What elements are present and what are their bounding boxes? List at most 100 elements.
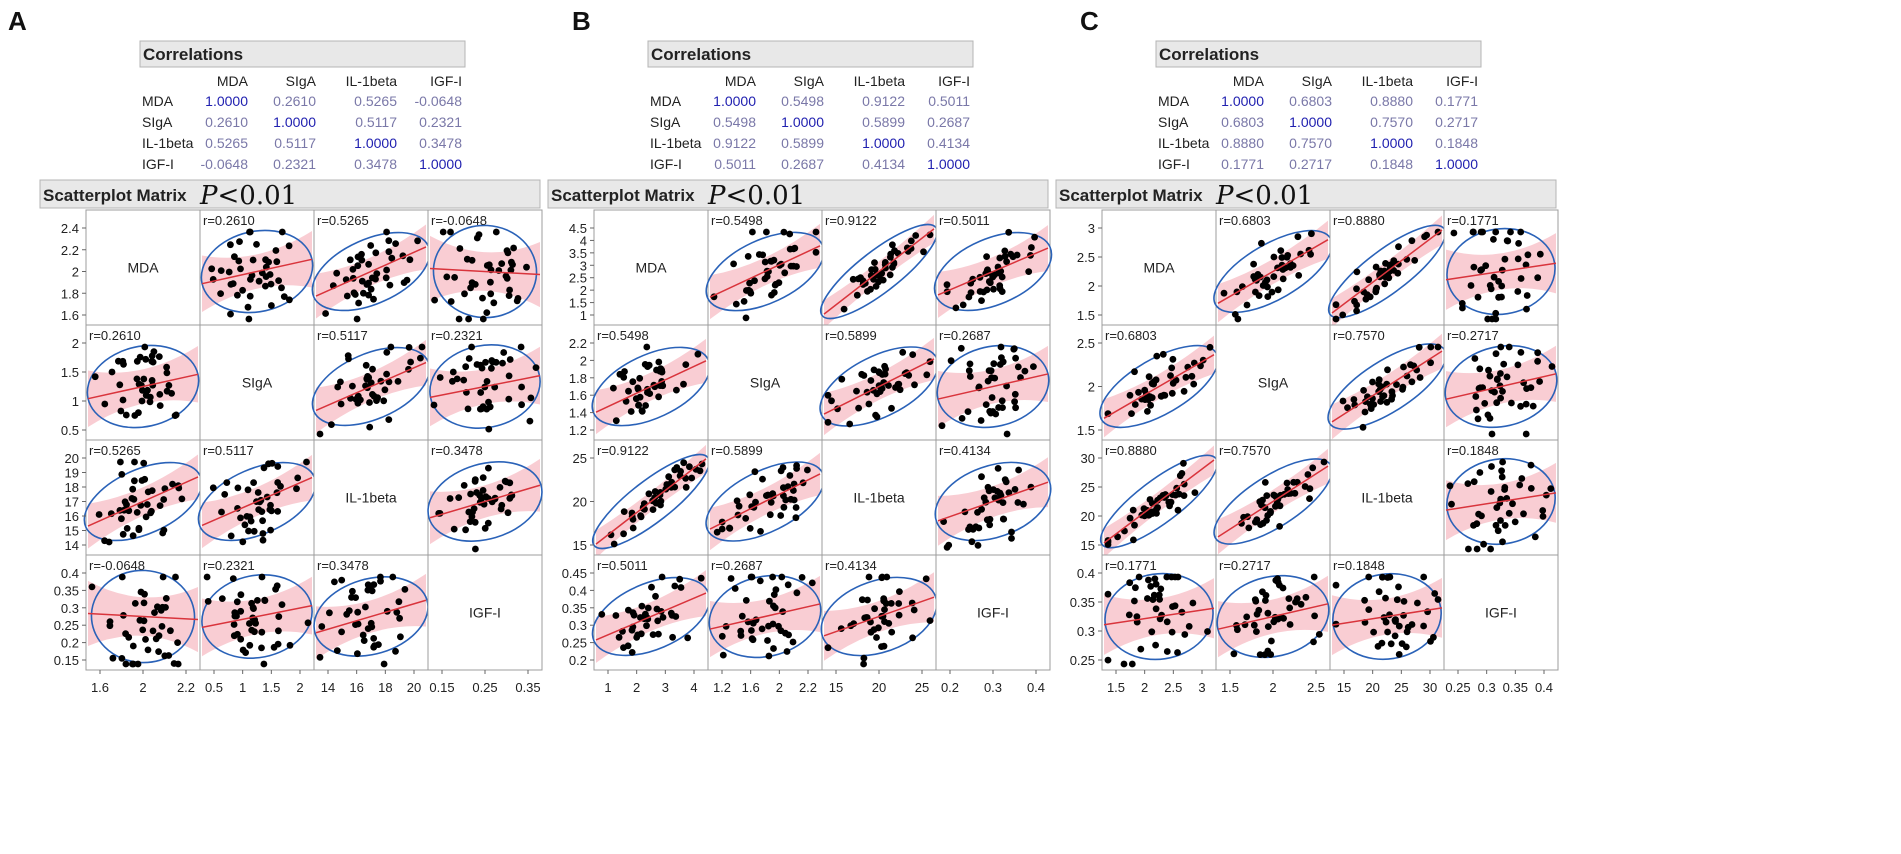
y-tick-label: 4.5 — [569, 221, 587, 236]
data-point — [258, 573, 266, 581]
data-point — [1467, 282, 1475, 289]
data-point — [867, 628, 875, 636]
data-point — [1010, 345, 1018, 352]
data-point — [1231, 311, 1239, 318]
data-point — [1446, 482, 1454, 490]
data-point — [159, 573, 167, 581]
corr-col-header: SIgA — [1302, 73, 1333, 89]
r-label: r=0.6803 — [1219, 213, 1271, 228]
p-rest: <0.01 — [218, 181, 298, 211]
data-point — [436, 374, 444, 381]
data-point — [1008, 535, 1015, 542]
data-point — [1250, 260, 1257, 268]
data-point — [355, 299, 362, 307]
data-point — [778, 573, 786, 581]
data-point — [966, 523, 974, 531]
data-point — [1527, 384, 1535, 391]
data-point — [455, 315, 463, 323]
data-point — [1295, 272, 1303, 279]
density-ellipse — [1444, 344, 1558, 429]
data-point — [883, 573, 891, 581]
data-point — [1137, 645, 1145, 653]
data-point — [718, 525, 726, 533]
data-point — [461, 290, 468, 298]
data-point — [1272, 576, 1280, 584]
data-point — [353, 315, 361, 323]
fit-line — [87, 373, 199, 400]
data-point — [479, 294, 486, 302]
data-point — [275, 277, 282, 284]
y-tick-label: 2 — [580, 353, 587, 368]
fit-line — [1103, 354, 1215, 419]
corr-cell: 1.0000 — [1289, 114, 1332, 130]
data-point — [719, 651, 727, 659]
data-point — [407, 358, 414, 366]
data-point — [280, 293, 288, 300]
scatter-header — [39, 179, 541, 209]
scatter-cell: r=0.1771 — [1101, 554, 1217, 671]
cell-border — [821, 439, 937, 556]
fit-line — [709, 473, 821, 530]
data-point — [217, 290, 225, 297]
data-point — [101, 537, 108, 545]
data-point — [389, 573, 397, 581]
data-point — [123, 525, 131, 532]
data-point — [1163, 573, 1171, 581]
data-point — [772, 280, 780, 288]
data-point — [1508, 399, 1515, 407]
data-point — [758, 625, 766, 633]
y-tick-label: 0.15 — [54, 653, 79, 668]
data-point — [119, 396, 127, 404]
data-point — [771, 604, 779, 612]
y-tick-label: 15 — [1081, 538, 1095, 553]
data-point — [812, 248, 820, 256]
data-point — [880, 642, 888, 650]
data-point — [163, 363, 171, 371]
data-point — [737, 627, 745, 635]
corr-cell: 0.1848 — [1370, 156, 1413, 172]
corr-cell: 0.2610 — [205, 114, 248, 130]
data-point — [140, 617, 148, 625]
data-point — [896, 588, 903, 595]
x-tick-label: 2 — [776, 680, 783, 695]
data-point — [218, 508, 225, 516]
corr-col-header: IGF-I — [1446, 73, 1478, 89]
data-point — [462, 526, 469, 534]
y-tick-label: 3 — [1088, 221, 1095, 236]
data-point — [1297, 600, 1305, 608]
data-point — [1014, 499, 1022, 506]
fit-line — [709, 603, 821, 630]
data-point — [1253, 516, 1261, 524]
data-point — [1276, 523, 1283, 530]
data-point — [782, 629, 789, 637]
data-point — [909, 351, 917, 358]
data-point — [1469, 228, 1477, 236]
data-point — [490, 299, 498, 307]
data-point — [447, 298, 455, 305]
data-point — [1353, 307, 1360, 315]
panel-c: C Correlations MDA SIgA IL-1beta IGF-I MDA 1.00… — [1055, 6, 1559, 695]
data-point — [1373, 284, 1380, 292]
data-point — [718, 632, 726, 640]
data-point — [895, 611, 903, 619]
data-point — [1259, 496, 1266, 504]
corr-col-header: IL-1beta — [854, 73, 906, 89]
corr-cell: 0.1771 — [1435, 93, 1478, 109]
data-point — [861, 614, 869, 622]
data-point — [1133, 613, 1141, 620]
data-point — [364, 625, 372, 632]
p-italic: P — [707, 181, 726, 211]
x-tick-label: 0.3 — [1478, 680, 1496, 695]
cell-border — [427, 554, 543, 671]
y-tick-label: 1.2 — [569, 423, 587, 438]
data-point — [106, 622, 114, 630]
data-point — [1126, 391, 1134, 399]
data-point — [1486, 372, 1494, 380]
data-point — [1152, 605, 1160, 613]
data-point — [1012, 354, 1019, 362]
data-point — [259, 517, 266, 525]
data-point — [775, 622, 782, 630]
data-point — [840, 305, 848, 313]
data-point — [349, 266, 357, 273]
data-point — [388, 254, 396, 262]
